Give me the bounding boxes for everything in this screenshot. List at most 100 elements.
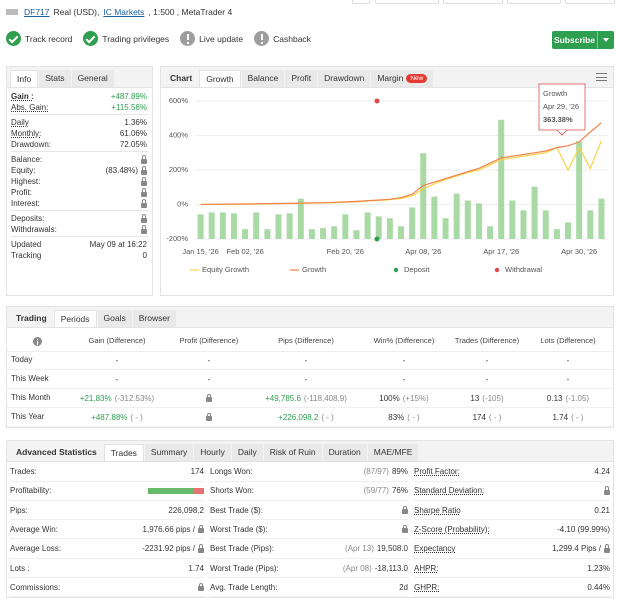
tab[interactable]: Growth bbox=[199, 70, 241, 87]
tab[interactable]: Margin New bbox=[371, 70, 434, 87]
bar bbox=[286, 213, 293, 239]
profitability-bar bbox=[148, 487, 204, 494]
stat-value: 4.24 bbox=[594, 467, 610, 476]
tab[interactable]: Summary bbox=[144, 444, 194, 461]
tab[interactable]: Balance bbox=[241, 70, 285, 87]
info-label: Monthly: bbox=[11, 129, 42, 138]
stat-value: (87/97) 89% bbox=[364, 467, 408, 476]
tab[interactable]: Stats bbox=[39, 70, 71, 87]
tab[interactable]: Profit bbox=[285, 70, 318, 87]
lock-icon bbox=[141, 155, 147, 164]
info-label: Drawdown: bbox=[11, 140, 52, 149]
top-button[interactable] bbox=[375, 0, 439, 4]
tab-label: Balance bbox=[247, 73, 279, 83]
tab[interactable]: MAE/MFE bbox=[367, 444, 419, 461]
tab[interactable]: Risk of Ruin bbox=[263, 444, 322, 461]
info-row: Profit: bbox=[11, 187, 147, 198]
stat-label: Best Trade ($): bbox=[210, 505, 263, 515]
stat-label: Trades: bbox=[10, 467, 37, 476]
column-header: Trades (Difference) bbox=[454, 336, 520, 345]
chart-panel: Chart Growth Balance Profit Drawdown Margin Ne… bbox=[160, 66, 614, 296]
y-tick-label: 0% bbox=[177, 199, 188, 208]
cell-main: - bbox=[115, 374, 119, 384]
tab[interactable]: Browser bbox=[132, 310, 176, 327]
tab-label: Stats bbox=[45, 73, 65, 83]
tab[interactable]: Daily bbox=[231, 444, 263, 461]
tab[interactable]: Hourly bbox=[194, 444, 231, 461]
top-button[interactable] bbox=[443, 0, 503, 4]
lock-icon bbox=[141, 225, 147, 234]
top-button[interactable] bbox=[507, 0, 561, 4]
top-button[interactable] bbox=[352, 0, 370, 4]
profitability-fill bbox=[148, 487, 195, 494]
lock-icon bbox=[198, 544, 204, 553]
bar bbox=[542, 210, 549, 239]
stat-label: Lots : bbox=[10, 563, 30, 573]
settings-icon[interactable] bbox=[596, 71, 607, 82]
info-label: Daily bbox=[11, 118, 29, 127]
badge-label: Track record bbox=[25, 33, 73, 44]
stat-row: Avg. Trade Length: 2d bbox=[210, 578, 408, 598]
tab[interactable]: Goals bbox=[97, 310, 132, 327]
cell-diff: ( - ) bbox=[571, 412, 584, 422]
badge-label: Cashback bbox=[273, 33, 311, 44]
info-value bbox=[141, 214, 147, 223]
badge[interactable]: Cashback bbox=[254, 31, 311, 46]
growth-chart: -200% 0% 200% 400% 600% Jan 15, '26 Feb 02, '2… bbox=[166, 83, 607, 274]
separator bbox=[11, 236, 148, 237]
tab[interactable]: Periods bbox=[53, 310, 97, 327]
cell-main: - bbox=[207, 374, 211, 384]
subscribe-button[interactable]: Subscribe bbox=[552, 31, 614, 49]
info-value bbox=[141, 188, 147, 197]
y-tick-label: 600% bbox=[169, 96, 189, 105]
info-row: Gain : +487.89% bbox=[11, 91, 147, 102]
bar bbox=[364, 212, 371, 239]
bar bbox=[553, 229, 560, 239]
period-cell: - bbox=[246, 373, 366, 385]
badge[interactable]: Live update bbox=[180, 31, 243, 46]
header: DF717 Real (USD), IC Markets, 1:500 , Meta… bbox=[6, 5, 232, 19]
tab-label: Periods bbox=[60, 313, 90, 324]
info-row: Updated May 09 at 16:22 bbox=[11, 239, 147, 250]
tab[interactable]: Trading bbox=[10, 310, 53, 327]
broker-link[interactable]: IC Markets bbox=[103, 7, 145, 17]
tab[interactable]: Advanced Statistics bbox=[10, 444, 103, 461]
bar bbox=[598, 198, 605, 239]
bar bbox=[197, 214, 204, 239]
stat-row: Commissions: bbox=[10, 578, 204, 598]
stat-label: Profitability: bbox=[10, 486, 52, 496]
info-icon-bar bbox=[37, 340, 38, 345]
stat-value bbox=[148, 487, 204, 494]
stat-note: (Apr 08) bbox=[342, 563, 372, 573]
cell-main: - bbox=[485, 355, 489, 365]
cell-main: 13 bbox=[470, 393, 480, 403]
stat-row: Average Loss: -2231.92 pips / bbox=[10, 540, 204, 559]
info-value: 72.05% bbox=[120, 140, 147, 149]
tab[interactable]: Chart bbox=[164, 70, 198, 87]
info-label: Interest: bbox=[11, 199, 40, 208]
tab[interactable]: Duration bbox=[322, 444, 367, 461]
period-cell: +21.83% (-312.53%) bbox=[57, 392, 177, 404]
column-header: Win% (Difference) bbox=[373, 336, 435, 345]
stat-label: Z-Score (Probability): bbox=[414, 524, 490, 534]
info-label: Profit: bbox=[11, 188, 32, 197]
value-text: 174 bbox=[190, 467, 204, 476]
info-panel: Info Stats General Gain : +487.89% Abs. Gain:… bbox=[6, 66, 153, 296]
top-button[interactable] bbox=[565, 0, 615, 4]
account-link[interactable]: DF717 bbox=[24, 7, 50, 17]
tab[interactable]: Trades bbox=[103, 444, 144, 461]
stat-row: Pips: 226,098.2 bbox=[10, 501, 204, 521]
lock-icon bbox=[604, 544, 610, 553]
value-text: -2231.92 pips / bbox=[142, 544, 195, 554]
stat-label: Average Win: bbox=[10, 524, 58, 534]
badge[interactable]: Track record bbox=[6, 31, 72, 46]
tab[interactable]: Info bbox=[10, 70, 39, 87]
tab[interactable]: Drawdown bbox=[318, 70, 371, 87]
tab[interactable]: General bbox=[71, 70, 114, 87]
value-text: 1,976.66 pips / bbox=[142, 524, 195, 534]
badge[interactable]: Trading privileges bbox=[83, 31, 169, 46]
bar bbox=[320, 228, 327, 239]
deposit-marker bbox=[374, 236, 380, 242]
tab-label: Hourly bbox=[200, 447, 225, 457]
caret[interactable] bbox=[603, 38, 609, 42]
